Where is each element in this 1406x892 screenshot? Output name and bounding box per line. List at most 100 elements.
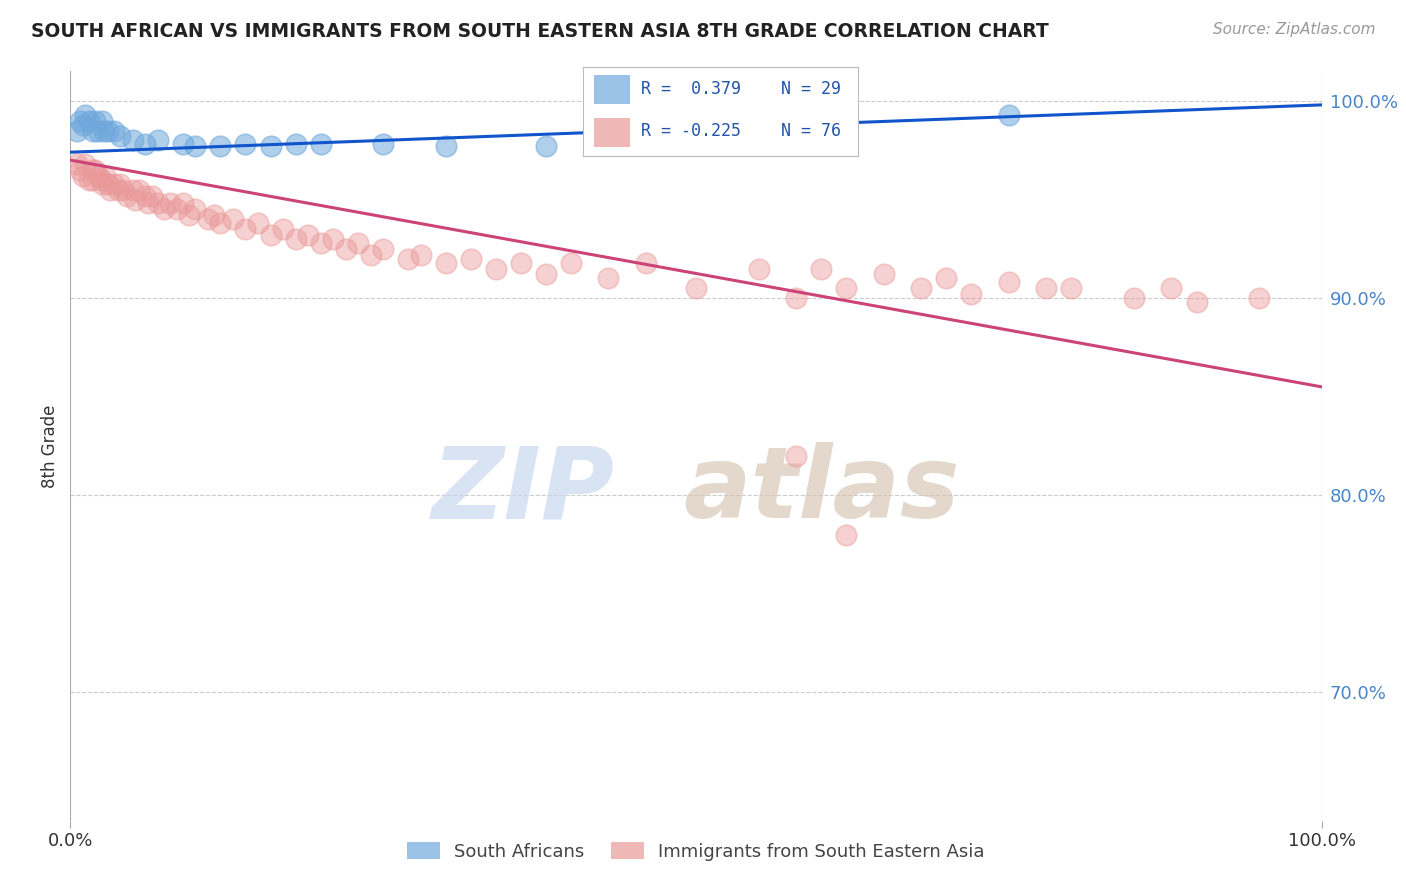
Point <box>84 163 107 178</box>
Point <box>1185 295 1208 310</box>
Point <box>94 169 117 183</box>
Point <box>685 133 707 147</box>
Text: SOUTH AFRICAN VS IMMIGRANTS FROM SOUTH EASTERN ASIA 8TH GRADE CORRELATION CHART: SOUTH AFRICAN VS IMMIGRANTS FROM SOUTH E… <box>31 22 1049 41</box>
Point <box>202 208 225 222</box>
Point <box>434 139 457 153</box>
Point <box>872 268 894 282</box>
Text: Source: ZipAtlas.com: Source: ZipAtlas.com <box>1212 22 1375 37</box>
Point <box>136 196 159 211</box>
Point <box>460 252 482 266</box>
Point <box>75 157 97 171</box>
Y-axis label: 8th Grade: 8th Grade <box>41 404 59 488</box>
Point <box>97 177 120 191</box>
Point <box>685 281 707 295</box>
Bar <box>595 75 630 104</box>
Point <box>297 227 319 242</box>
Point <box>90 113 112 128</box>
Point <box>93 123 115 137</box>
Point <box>172 196 194 211</box>
Point <box>935 271 957 285</box>
Bar <box>595 118 630 147</box>
Point <box>153 202 176 217</box>
Point <box>77 113 100 128</box>
Point <box>534 139 557 153</box>
Point <box>159 196 181 211</box>
Point <box>124 193 146 207</box>
Point <box>1249 291 1271 305</box>
Point <box>835 281 858 295</box>
Point <box>997 108 1019 122</box>
Point <box>235 222 257 236</box>
Point <box>77 173 100 187</box>
Point <box>209 216 232 230</box>
Point <box>434 255 457 269</box>
Point <box>284 232 307 246</box>
Point <box>65 157 87 171</box>
Point <box>141 188 163 202</box>
Point <box>748 261 770 276</box>
Point <box>87 123 110 137</box>
Point <box>197 212 219 227</box>
Point <box>534 268 557 282</box>
Point <box>72 169 94 183</box>
Point <box>121 183 145 197</box>
Point <box>785 291 807 305</box>
Point <box>910 281 932 295</box>
Point <box>87 169 110 183</box>
Point <box>1060 281 1083 295</box>
Legend: South Africans, Immigrants from South Eastern Asia: South Africans, Immigrants from South Ea… <box>399 835 993 868</box>
Point <box>72 118 94 132</box>
Text: atlas: atlas <box>683 442 959 540</box>
Point <box>65 123 87 137</box>
Point <box>598 271 620 285</box>
Point <box>560 255 582 269</box>
Point <box>69 113 91 128</box>
Point <box>97 123 120 137</box>
Point <box>309 235 332 250</box>
Point <box>146 133 169 147</box>
Point <box>110 129 132 144</box>
Point <box>259 139 281 153</box>
Point <box>121 133 145 147</box>
Point <box>634 255 657 269</box>
Point <box>347 235 370 250</box>
Point <box>82 163 104 178</box>
Point <box>110 177 132 191</box>
Point <box>134 188 156 202</box>
Point <box>103 123 125 137</box>
Point <box>82 123 104 137</box>
Text: R =  0.379    N = 29: R = 0.379 N = 29 <box>641 80 841 98</box>
Point <box>107 183 129 197</box>
Point <box>222 212 245 227</box>
Point <box>166 202 188 217</box>
Point <box>409 248 432 262</box>
Point <box>128 183 150 197</box>
Point <box>111 183 134 197</box>
Point <box>98 183 121 197</box>
Point <box>1160 281 1182 295</box>
Point <box>371 137 394 152</box>
Point <box>134 137 156 152</box>
Point <box>271 222 294 236</box>
Point <box>997 276 1019 290</box>
Point <box>485 261 508 276</box>
Point <box>82 173 104 187</box>
Point <box>309 137 332 152</box>
Point <box>84 113 107 128</box>
Point <box>360 248 382 262</box>
Point <box>115 188 138 202</box>
Point <box>509 255 531 269</box>
Point <box>322 232 344 246</box>
Point <box>184 202 207 217</box>
Point <box>335 242 357 256</box>
Point <box>90 173 112 187</box>
Point <box>146 196 169 211</box>
Point <box>396 252 419 266</box>
Point <box>835 527 858 541</box>
Point <box>371 242 394 256</box>
Point <box>179 208 201 222</box>
Point <box>259 227 281 242</box>
Point <box>835 137 858 152</box>
Point <box>1035 281 1057 295</box>
Point <box>209 139 232 153</box>
